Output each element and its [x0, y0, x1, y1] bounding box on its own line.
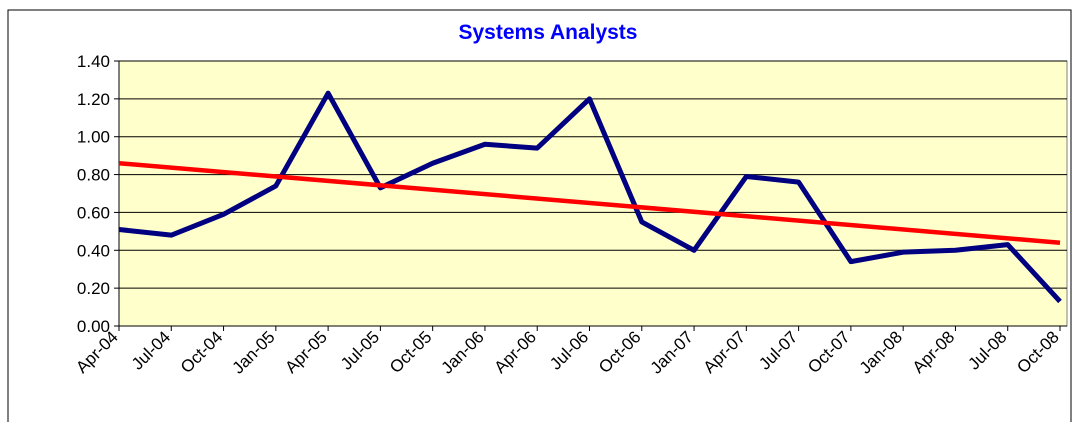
- chart-title: Systems Analysts: [459, 21, 638, 44]
- y-tick-label: 1.00: [77, 128, 110, 147]
- y-tick-label: 0.60: [77, 203, 110, 222]
- trend-line: [118, 160, 1061, 245]
- y-tick-label: 0.20: [77, 279, 110, 298]
- y-tick-label: 1.40: [77, 52, 110, 71]
- y-tick-label: 1.20: [77, 90, 110, 109]
- y-tick-label: 0.80: [77, 166, 110, 185]
- data-line: [118, 90, 1062, 304]
- y-tick-label: 0.40: [77, 241, 110, 260]
- y-tick-label: 0.00: [77, 317, 110, 336]
